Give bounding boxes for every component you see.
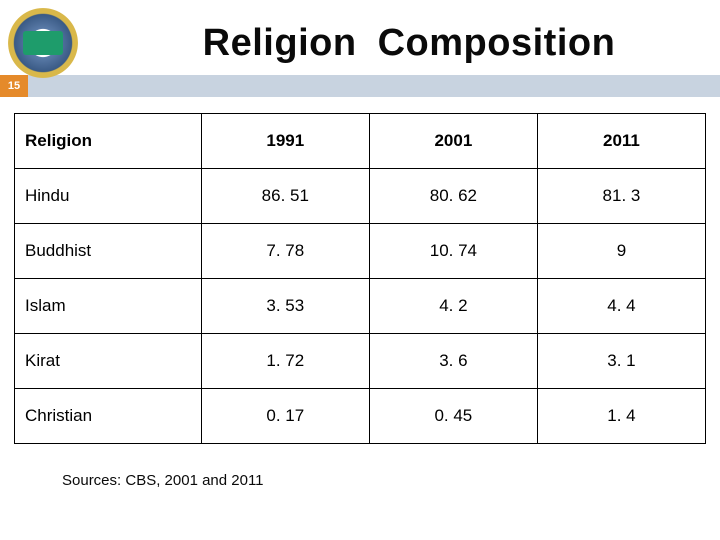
table-cell: Christian <box>15 389 202 444</box>
table-header: 1991 <box>201 114 369 169</box>
table-cell: 1. 72 <box>201 334 369 389</box>
table-cell: 0. 17 <box>201 389 369 444</box>
table-row: Christian 0. 17 0. 45 1. 4 <box>15 389 706 444</box>
table-cell: 86. 51 <box>201 169 369 224</box>
logo <box>8 8 88 88</box>
table-cell: 10. 74 <box>369 224 537 279</box>
table-row: Islam 3. 53 4. 2 4. 4 <box>15 279 706 334</box>
table-cell: 0. 45 <box>369 389 537 444</box>
table-row: Buddhist 7. 78 10. 74 9 <box>15 224 706 279</box>
table-cell: 7. 78 <box>201 224 369 279</box>
source-citation: Sources: CBS, 2001 and 2011 <box>0 444 720 489</box>
table-cell: 81. 3 <box>537 169 705 224</box>
table-cell: 1. 4 <box>537 389 705 444</box>
page-title: Religion Composition <box>0 0 720 75</box>
table-row: Hindu 86. 51 80. 62 81. 3 <box>15 169 706 224</box>
table-header: 2011 <box>537 114 705 169</box>
religion-table: Religion 1991 2001 2011 Hindu 86. 51 80.… <box>14 113 706 444</box>
logo-emblem <box>23 31 63 55</box>
table-cell: Kirat <box>15 334 202 389</box>
logo-ring <box>8 8 78 78</box>
table-header-row: Religion 1991 2001 2011 <box>15 114 706 169</box>
table-cell: 9 <box>537 224 705 279</box>
table-cell: Hindu <box>15 169 202 224</box>
table-cell: 4. 2 <box>369 279 537 334</box>
table-row: Kirat 1. 72 3. 6 3. 1 <box>15 334 706 389</box>
table-cell: Islam <box>15 279 202 334</box>
table-cell: Buddhist <box>15 224 202 279</box>
table-cell: 3. 6 <box>369 334 537 389</box>
table-cell: 3. 1 <box>537 334 705 389</box>
table-container: Religion 1991 2001 2011 Hindu 86. 51 80.… <box>0 97 720 444</box>
slide-number-bar: 15 <box>0 75 720 97</box>
table-cell: 80. 62 <box>369 169 537 224</box>
table-header: Religion <box>15 114 202 169</box>
table-header: 2001 <box>369 114 537 169</box>
table-cell: 4. 4 <box>537 279 705 334</box>
table-cell: 3. 53 <box>201 279 369 334</box>
